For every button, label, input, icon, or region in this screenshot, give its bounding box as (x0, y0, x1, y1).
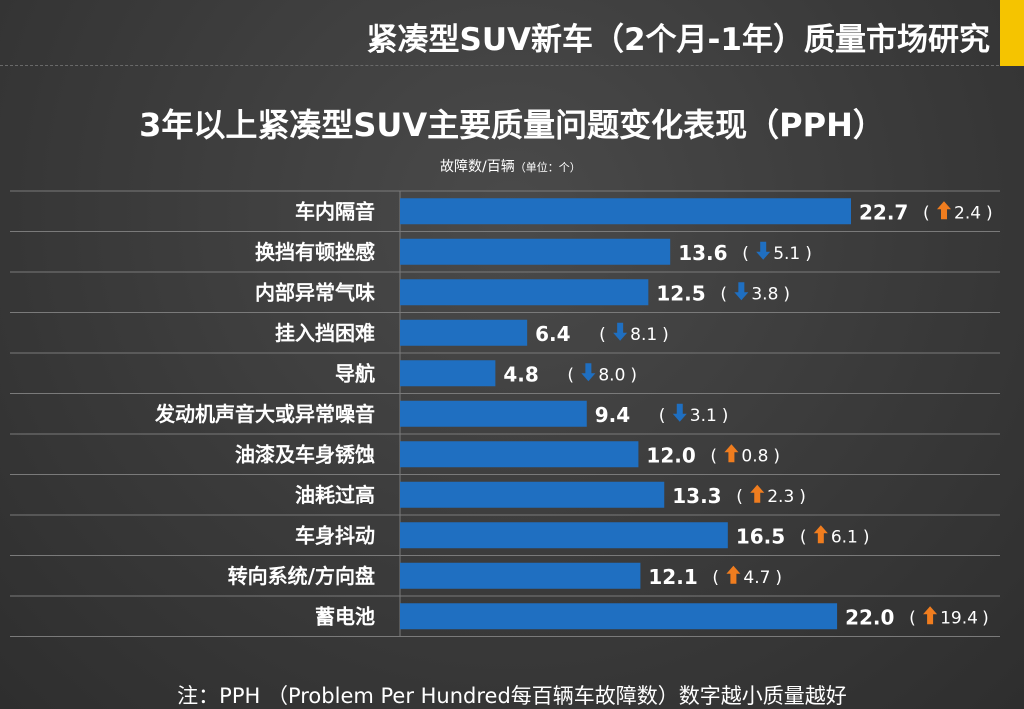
category-label: 挂入挡困难 (275, 321, 375, 345)
arrow-up-icon (937, 201, 951, 220)
value-label: 13.3 (672, 484, 721, 508)
header-accent-bar (1000, 0, 1024, 66)
category-label: 转向系统/方向盘 (228, 564, 375, 588)
value-label: 12.5 (656, 281, 705, 305)
category-label: 油漆及车身锈蚀 (235, 442, 375, 466)
change-paren-open: ( (659, 406, 666, 426)
data-bar (400, 481, 665, 508)
data-bar (400, 279, 649, 306)
change-paren-close: ) (775, 568, 782, 588)
change-paren-open: ( (599, 325, 606, 345)
change-paren-open: ( (720, 284, 727, 304)
change-paren-close: ) (783, 284, 790, 304)
arrow-up-icon (813, 525, 828, 544)
change-value: 8.1 (630, 325, 657, 345)
category-label: 导航 (335, 361, 375, 385)
change-value: 4.7 (743, 568, 770, 588)
data-bar (400, 198, 851, 225)
change-paren-open: ( (800, 527, 807, 547)
change-paren-open: ( (567, 365, 574, 385)
data-bar (400, 319, 528, 346)
unit-label: 故障数/百辆（单位：个） (440, 156, 581, 176)
value-label: 22.7 (859, 200, 908, 224)
change-value: 2.4 (954, 203, 981, 223)
unit-label-text: 故障数/百辆 (440, 159, 515, 175)
change-paren-open: ( (909, 608, 916, 628)
category-label: 车内隔音 (295, 199, 375, 223)
arrow-up-icon (750, 484, 765, 503)
value-label: 16.5 (736, 524, 785, 548)
value-label: 13.6 (678, 241, 727, 265)
arrow-up-icon (726, 565, 741, 584)
data-bar (400, 400, 587, 427)
change-paren-open: ( (710, 446, 717, 466)
data-bar (400, 360, 496, 387)
data-bar (400, 522, 728, 549)
change-value: 6.1 (831, 527, 858, 547)
change-value: 2.3 (767, 487, 794, 507)
arrow-down-icon (734, 282, 749, 301)
change-paren-close: ) (863, 527, 870, 547)
change-paren-open: ( (742, 244, 749, 264)
arrow-up-icon (923, 606, 938, 625)
value-label: 4.8 (503, 362, 538, 386)
value-label: 22.0 (845, 605, 894, 629)
change-paren-close: ) (630, 365, 637, 385)
value-label: 6.4 (535, 322, 570, 346)
footnote: 注：PPH （Problem Per Hundred每百辆车故障数）数字越小质量… (177, 684, 847, 708)
data-bar (400, 562, 641, 589)
category-label: 内部异常气味 (255, 280, 375, 304)
arrow-up-icon (724, 444, 739, 463)
arrow-down-icon (581, 363, 596, 382)
chart-title: 3年以上紧凑型SUV主要质量问题变化表现（PPH） (139, 106, 885, 144)
change-paren-close: ) (986, 203, 993, 223)
unit-note: （单位：个） (514, 161, 581, 174)
category-label: 蓄电池 (315, 604, 375, 628)
change-paren-close: ) (799, 487, 806, 507)
change-paren-close: ) (982, 608, 989, 628)
category-label: 油耗过高 (295, 483, 375, 507)
category-label: 车身抖动 (295, 523, 375, 547)
change-paren-open: ( (712, 568, 719, 588)
data-bar (400, 238, 671, 265)
arrow-down-icon (756, 241, 771, 260)
value-label: 12.1 (648, 565, 697, 589)
change-value: 8.0 (598, 365, 625, 385)
category-label: 换挡有顿挫感 (255, 240, 375, 264)
change-paren-close: ) (662, 325, 669, 345)
report-title: 紧凑型SUV新车（2个月-1年）质量市场研究 (366, 22, 991, 58)
change-paren-close: ) (722, 406, 729, 426)
value-label: 12.0 (646, 443, 695, 467)
change-paren-open: ( (736, 487, 743, 507)
data-bar (400, 441, 639, 468)
change-paren-open: ( (923, 203, 930, 223)
change-paren-close: ) (805, 244, 812, 264)
report-header: 紧凑型SUV新车（2个月-1年）质量市场研究 (0, 0, 1024, 66)
change-value: 19.4 (940, 608, 978, 628)
data-bar (400, 603, 838, 630)
change-value: 5.1 (773, 244, 800, 264)
arrow-down-icon (672, 403, 687, 422)
bar-chart: 车内隔音 22.7 (2.4) 换挡有顿挫感 13.6 (5.1) 内部异常气味 12.5 (3… (10, 190, 1000, 637)
category-label: 发动机声音大或异常噪音 (154, 402, 375, 426)
change-value: 3.8 (751, 284, 778, 304)
change-value: 3.1 (690, 406, 717, 426)
value-label: 9.4 (595, 403, 630, 427)
arrow-down-icon (613, 322, 628, 341)
change-paren-close: ) (773, 446, 780, 466)
change-value: 0.8 (741, 446, 768, 466)
